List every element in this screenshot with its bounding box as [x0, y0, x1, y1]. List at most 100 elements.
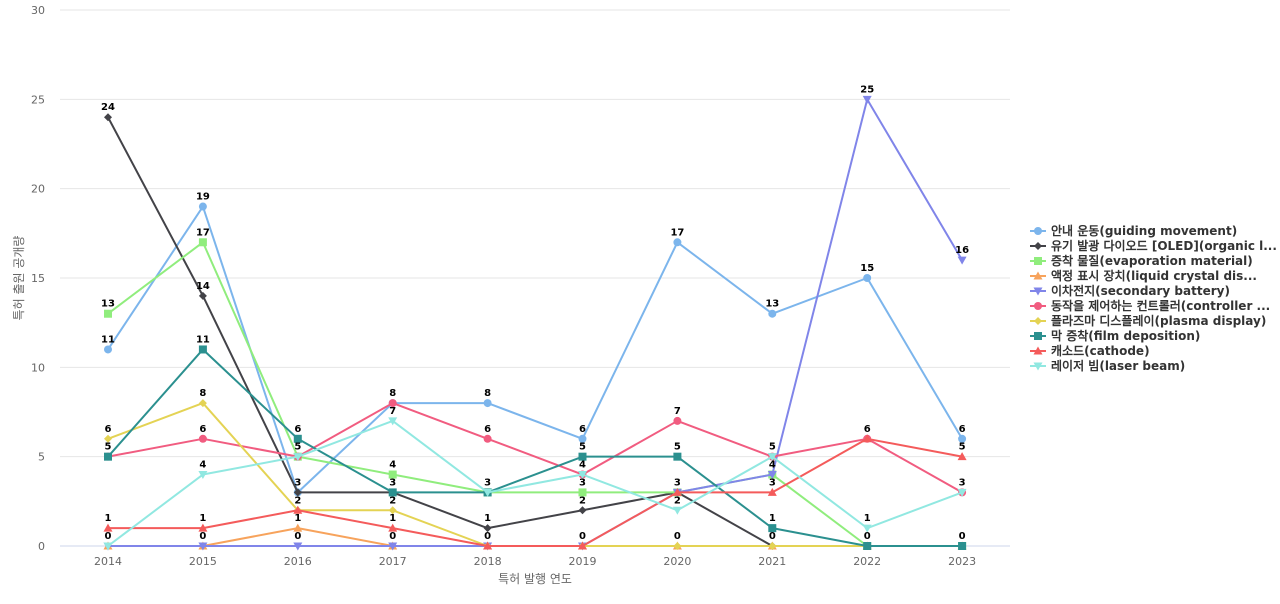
- data-point: [578, 506, 587, 515]
- data-point: [673, 452, 682, 461]
- legend-item[interactable]: 증착 물질(evaporation material): [1030, 253, 1253, 268]
- data-point: [388, 417, 398, 426]
- data-point: [673, 238, 682, 247]
- data-point: [103, 523, 113, 532]
- data-label: 0: [579, 531, 586, 542]
- x-tick-label: 2021: [758, 555, 786, 568]
- series-line: [107, 437, 964, 547]
- data-label: 13: [101, 299, 115, 310]
- data-label: 3: [484, 477, 491, 488]
- data-label: 7: [674, 406, 681, 417]
- legend-label: 캐소드(cathode): [1051, 344, 1150, 358]
- data-label: 3: [769, 477, 776, 488]
- legend-item[interactable]: 액정 표시 장치(liquid crystal dis...: [1030, 268, 1257, 283]
- data-label: 5: [769, 442, 776, 453]
- data-label: 3: [674, 477, 681, 488]
- data-label: 6: [105, 424, 112, 435]
- data-label: 8: [199, 388, 206, 399]
- data-label: 17: [670, 227, 684, 238]
- data-label: 0: [199, 531, 206, 542]
- data-point: [672, 506, 682, 515]
- series-line: [107, 116, 964, 547]
- y-tick-label: 15: [31, 272, 45, 285]
- x-tick-label: 2016: [284, 555, 312, 568]
- data-label: 8: [484, 388, 491, 399]
- x-tick-label: 2023: [948, 555, 976, 568]
- data-point: [957, 452, 967, 461]
- data-point: [293, 488, 302, 497]
- data-point: [672, 487, 682, 496]
- data-point: [198, 345, 207, 354]
- legend: 안내 운동(guiding movement)유기 발광 다이오드 [OLED]…: [1030, 223, 1277, 373]
- data-point: [293, 434, 302, 443]
- data-point: [957, 488, 967, 497]
- legend-item[interactable]: 레이저 빔(laser beam): [1030, 358, 1185, 373]
- legend-label: 막 증착(film deposition): [1051, 328, 1200, 343]
- data-label: 4: [199, 460, 206, 471]
- data-label: 5: [294, 442, 301, 453]
- data-point: [198, 399, 207, 408]
- data-label: 0: [484, 531, 491, 542]
- data-point: [388, 523, 398, 532]
- data-label: 11: [196, 334, 210, 345]
- legend-label: 플라즈마 디스플레이(plasma display): [1051, 313, 1266, 328]
- data-point: [768, 524, 777, 533]
- series-line: [107, 348, 964, 547]
- data-label: 1: [199, 513, 206, 524]
- data-label: 0: [959, 531, 966, 542]
- legend-item[interactable]: 막 증착(film deposition): [1030, 328, 1200, 343]
- x-tick-label: 2015: [189, 555, 217, 568]
- data-label: 6: [959, 424, 966, 435]
- data-point: [293, 505, 303, 514]
- data-point: [767, 487, 777, 496]
- data-label: 4: [389, 460, 396, 471]
- data-label: 2: [579, 495, 586, 506]
- legend-marker: [1033, 362, 1043, 371]
- data-point: [578, 452, 587, 461]
- legend-item[interactable]: 동작을 제어하는 컨트롤러(controller ...: [1030, 298, 1270, 313]
- data-point: [104, 434, 112, 443]
- data-point: [388, 506, 397, 515]
- data-point: [198, 291, 207, 300]
- legend-item[interactable]: 플라즈마 디스플레이(plasma display): [1030, 313, 1266, 328]
- data-label: 0: [769, 531, 776, 542]
- data-label: 14: [196, 281, 210, 292]
- data-label: 3: [294, 477, 301, 488]
- data-label: 2: [674, 495, 681, 506]
- data-label: 1: [864, 513, 871, 524]
- series-3: [104, 238, 967, 550]
- data-point: [483, 434, 492, 443]
- series-5: [103, 95, 967, 551]
- y-tick-label: 0: [38, 540, 45, 553]
- data-point: [104, 452, 112, 461]
- data-point: [483, 399, 492, 408]
- data-label: 4: [769, 460, 776, 471]
- data-point: [198, 434, 207, 443]
- data-label: 1: [769, 513, 776, 524]
- data-label: 1: [484, 513, 491, 524]
- data-point: [578, 488, 587, 497]
- data-point: [768, 309, 777, 318]
- x-tick-label: 2020: [663, 555, 691, 568]
- data-label: 0: [105, 531, 112, 542]
- legend-item[interactable]: 유기 발광 다이오드 [OLED](organic l...: [1030, 238, 1277, 253]
- data-point: [958, 434, 967, 443]
- legend-marker: [1034, 317, 1042, 325]
- legend-label: 액정 표시 장치(liquid crystal dis...: [1051, 268, 1257, 283]
- data-label: 3: [579, 477, 586, 488]
- data-label: 16: [955, 245, 969, 256]
- legend-item[interactable]: 이차전지(secondary battery): [1030, 283, 1230, 298]
- data-label: 25: [860, 84, 874, 95]
- legend-item[interactable]: 안내 운동(guiding movement): [1030, 223, 1237, 238]
- data-label: 6: [579, 424, 586, 435]
- legend-marker: [1034, 332, 1042, 340]
- data-label: 0: [864, 531, 871, 542]
- legend-label: 증착 물질(evaporation material): [1051, 253, 1253, 268]
- data-point: [957, 256, 967, 265]
- data-point: [578, 471, 587, 480]
- series-1: [104, 202, 967, 497]
- legend-item[interactable]: 캐소드(cathode): [1030, 344, 1150, 358]
- series-line: [107, 98, 964, 547]
- data-label-layer: 2413116510191714118641065321087432108631…: [101, 84, 969, 542]
- data-point: [483, 524, 492, 533]
